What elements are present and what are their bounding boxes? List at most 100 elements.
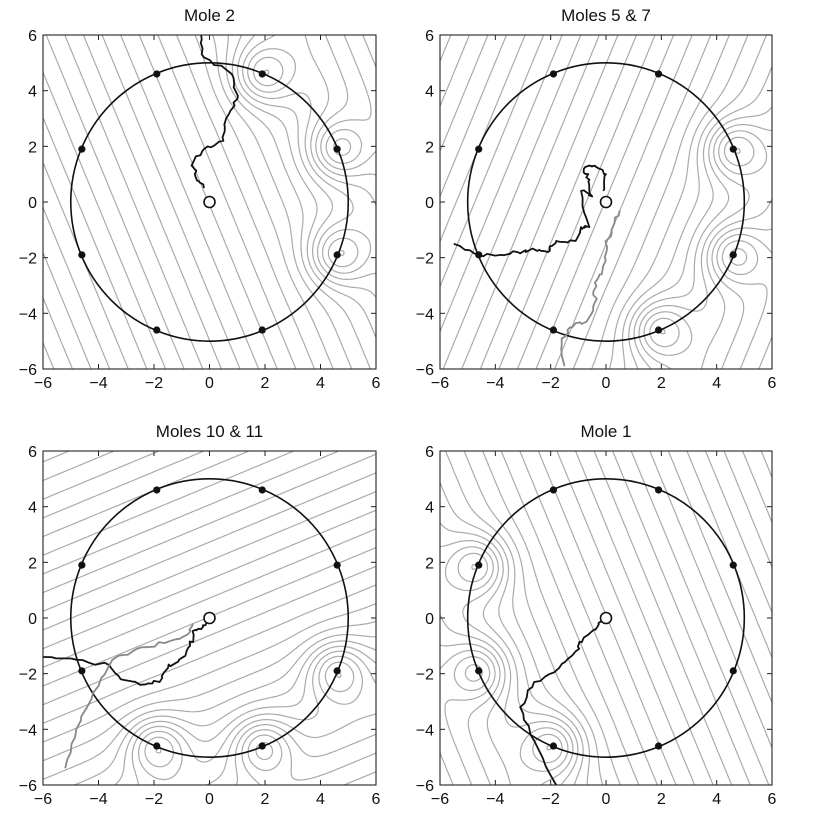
x-tick-label: −4	[89, 791, 107, 808]
hole-marker	[258, 70, 266, 78]
x-tick-label: −4	[89, 375, 107, 392]
x-tick-label: −2	[542, 791, 560, 808]
panel-title: Mole 2	[184, 6, 235, 25]
hole-marker	[549, 70, 558, 78]
x-tick-label: 2	[261, 791, 270, 808]
contour-lines	[43, 451, 376, 785]
y-tick-label: −2	[416, 667, 434, 684]
x-tick-label: 0	[205, 791, 214, 808]
trajectory-1	[453, 164, 607, 258]
x-tick-label: −6	[34, 375, 52, 392]
panel-title: Moles 10 & 11	[156, 422, 263, 441]
x-tick-label: −4	[486, 791, 504, 808]
x-tick-label: 4	[712, 791, 721, 808]
hole-marker	[654, 326, 663, 334]
panel-moles-10-11: −6 −4 −2 0 2 4 6 −6 −4 −2 0 2 4 6 Moles 10 & 11	[19, 422, 381, 808]
y-tick-label: 4	[28, 500, 37, 517]
hole-marker	[475, 251, 483, 259]
hole-marker	[549, 486, 558, 494]
hole-marker	[78, 251, 86, 259]
y-tick-label: −4	[19, 306, 37, 323]
hole-marker	[475, 145, 483, 153]
hole-marker	[475, 561, 483, 569]
panel-mole-1: −6 −4 −2 0 2 4 6 −6 −4 −2 0 2 4 6 Mole 1	[416, 422, 777, 808]
y-tick-label: 6	[28, 444, 37, 461]
hole-marker	[729, 145, 737, 153]
x-tick-label: 6	[372, 375, 381, 392]
hole-marker	[153, 326, 161, 334]
trajectory-1	[43, 620, 208, 686]
y-tick-label: 2	[28, 555, 37, 572]
x-tick-label: 4	[316, 375, 325, 392]
panel-moles-5-7: −6 −4 −2 0 2 4 6 −6 −4 −2 0 2 4 6 Moles 5 & 7	[416, 6, 777, 392]
x-tick-label: −2	[542, 375, 560, 392]
arena-circle	[466, 478, 746, 758]
x-tick-label: 0	[602, 791, 611, 808]
x-tick-label: 2	[657, 375, 666, 392]
x-tick-label: −6	[34, 791, 52, 808]
y-tick-label: −4	[416, 722, 434, 739]
y-tick-label: −6	[416, 778, 434, 795]
hole-marker	[549, 742, 558, 750]
start-marker	[599, 611, 613, 625]
x-tick-label: 0	[205, 375, 214, 392]
hole-marker	[153, 486, 161, 494]
hole-marker	[153, 742, 161, 750]
y-tick-label: −2	[416, 251, 434, 268]
x-tick-label: −4	[486, 375, 504, 392]
y-tick-label: −6	[416, 362, 434, 379]
y-tick-label: 0	[28, 611, 37, 628]
hole-marker	[333, 667, 341, 675]
hole-marker	[729, 561, 737, 569]
y-tick-label: 2	[28, 139, 37, 156]
contour-lines	[440, 451, 772, 785]
panel-title: Mole 1	[580, 422, 631, 441]
hole-marker	[654, 742, 663, 750]
y-tick-label: −6	[19, 362, 37, 379]
hole-marker	[78, 561, 86, 569]
start-marker	[599, 195, 613, 209]
y-tick-label: 4	[28, 84, 37, 101]
panel-title: Moles 5 & 7	[561, 6, 651, 25]
y-tick-label: 0	[425, 611, 434, 628]
hole-marker	[258, 486, 266, 494]
x-tick-label: 2	[261, 375, 270, 392]
y-tick-label: 6	[28, 28, 37, 45]
trajectory-1	[519, 617, 605, 785]
y-tick-label: 6	[425, 444, 434, 461]
hole-marker	[333, 251, 341, 259]
x-tick-label: −6	[431, 791, 449, 808]
hole-marker	[258, 326, 266, 334]
hole-marker	[333, 145, 341, 153]
hole-marker	[78, 145, 86, 153]
hole-marker	[333, 561, 341, 569]
trajectory-2	[64, 623, 194, 769]
y-tick-label: −4	[416, 306, 434, 323]
start-marker	[203, 611, 216, 625]
y-tick-label: 2	[425, 139, 434, 156]
panel-mole-2: −6 −4 −2 0 2 4 6 −6 −4 −2 0 2 4 6 Mole 2	[19, 6, 381, 392]
x-tick-label: 2	[657, 791, 666, 808]
y-tick-label: 6	[425, 28, 434, 45]
y-tick-label: −6	[19, 778, 37, 795]
y-tick-label: −2	[19, 667, 37, 684]
y-tick-label: 0	[28, 195, 37, 212]
x-tick-label: 6	[372, 791, 381, 808]
arena-circle	[466, 62, 746, 342]
x-tick-label: −2	[145, 791, 163, 808]
hole-marker	[729, 667, 737, 675]
hole-marker	[258, 742, 266, 750]
y-tick-label: 2	[425, 555, 434, 572]
arena-circle	[69, 478, 350, 758]
hole-marker	[654, 486, 663, 494]
hole-marker	[78, 667, 86, 675]
y-tick-label: −2	[19, 251, 37, 268]
hole-marker	[729, 251, 737, 259]
x-tick-label: −6	[431, 375, 449, 392]
y-tick-label: −4	[19, 722, 37, 739]
x-tick-label: −2	[145, 375, 163, 392]
hole-marker	[549, 326, 558, 334]
arena-circle	[69, 62, 350, 342]
x-tick-label: 0	[602, 375, 611, 392]
trajectory-1	[190, 35, 239, 189]
